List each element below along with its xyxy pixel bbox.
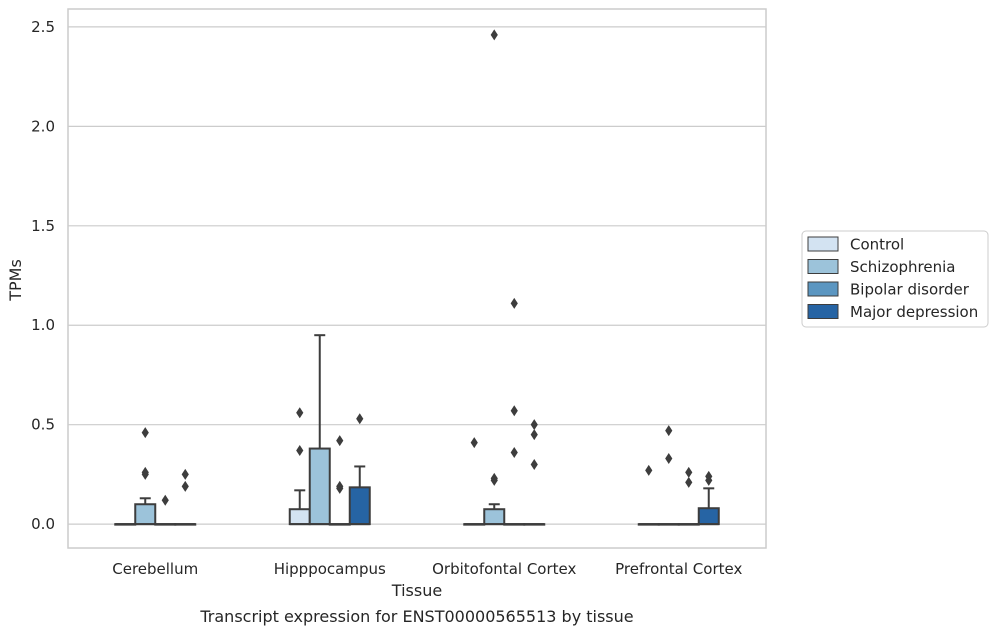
outlier-point bbox=[356, 413, 364, 425]
y-tick-label: 2.5 bbox=[31, 18, 55, 36]
outlier-point bbox=[510, 405, 518, 417]
outlier-point bbox=[685, 476, 693, 488]
outlier-point bbox=[530, 419, 538, 431]
outlier-point bbox=[510, 297, 518, 309]
legend: Control Schizophrenia Bipolar disorder Majo… bbox=[801, 230, 989, 328]
legend-swatch bbox=[807, 304, 839, 319]
box-1-0 bbox=[134, 427, 157, 526]
box-3-0 bbox=[174, 468, 197, 526]
legend-swatch bbox=[807, 281, 839, 297]
axes-frame bbox=[67, 8, 767, 549]
box-3-2 bbox=[523, 419, 546, 526]
box-2-1 bbox=[328, 435, 351, 526]
box-3-3 bbox=[697, 470, 720, 526]
box-body bbox=[348, 486, 371, 526]
box-body bbox=[483, 508, 506, 526]
outlier-point bbox=[296, 445, 304, 457]
box-1-3 bbox=[657, 425, 680, 526]
legend-label: Bipolar disorder bbox=[850, 281, 970, 299]
box-2-2 bbox=[503, 297, 526, 526]
legend-label: Schizophrenia bbox=[850, 258, 955, 276]
outlier-point bbox=[336, 435, 344, 447]
x-tick-label: Prefrontal Cortex bbox=[615, 560, 742, 578]
box-2-0 bbox=[154, 494, 177, 526]
plot-area bbox=[114, 29, 720, 526]
box-3-1 bbox=[348, 413, 371, 526]
outlier-point bbox=[530, 429, 538, 441]
legend-label: Control bbox=[850, 236, 904, 254]
box-body bbox=[134, 503, 157, 526]
y-tick-label: 1.0 bbox=[31, 316, 55, 334]
outlier-point bbox=[510, 447, 518, 459]
outlier-point bbox=[490, 29, 498, 41]
y-axis-label: TPMs bbox=[6, 259, 25, 302]
box-2-3 bbox=[677, 466, 700, 526]
y-tick-label: 0.0 bbox=[31, 515, 55, 533]
outlier-point bbox=[685, 466, 693, 478]
outlier-point bbox=[705, 470, 713, 482]
box-0-3 bbox=[637, 464, 660, 526]
box-body bbox=[288, 508, 311, 526]
outlier-point bbox=[665, 425, 673, 437]
box-body bbox=[697, 507, 720, 526]
outlier-point bbox=[181, 480, 189, 492]
x-axis-ticks: Cerebellum Hipppocampus Orbitofontal Corte… bbox=[112, 560, 742, 578]
outlier-point bbox=[141, 466, 149, 478]
box-body bbox=[308, 447, 331, 526]
legend-swatch bbox=[807, 259, 839, 274]
y-tick-label: 1.5 bbox=[31, 217, 55, 235]
outlier-point bbox=[181, 468, 189, 480]
legend-label: Major depression bbox=[850, 303, 978, 321]
outlier-point bbox=[336, 480, 344, 492]
y-axis-ticks: 0.0 0.5 1.0 1.5 2.0 2.5 bbox=[31, 18, 55, 533]
box-0-0 bbox=[114, 523, 137, 526]
outlier-point bbox=[645, 464, 653, 476]
outlier-point bbox=[296, 407, 304, 419]
x-axis-label: Tissue bbox=[391, 581, 442, 600]
legend-frame bbox=[801, 230, 989, 328]
y-tick-label: 0.5 bbox=[31, 416, 55, 434]
box-0-2 bbox=[463, 437, 486, 526]
x-tick-label: Orbitofontal Cortex bbox=[432, 560, 576, 578]
y-tick-label: 2.0 bbox=[31, 117, 55, 135]
outlier-point bbox=[470, 437, 478, 449]
gridlines bbox=[68, 26, 766, 525]
box-1-2 bbox=[483, 29, 506, 526]
outlier-point bbox=[530, 458, 538, 470]
x-tick-label: Hipppocampus bbox=[274, 560, 386, 578]
x-tick-label: Cerebellum bbox=[112, 560, 198, 578]
outlier-point bbox=[141, 427, 149, 439]
box-1-1 bbox=[308, 334, 331, 526]
chart-title: Transcript expression for ENST0000056551… bbox=[199, 607, 633, 626]
outlier-point bbox=[161, 494, 169, 506]
outlier-point bbox=[665, 452, 673, 464]
outlier-point bbox=[490, 472, 498, 484]
legend-swatch bbox=[807, 236, 839, 252]
